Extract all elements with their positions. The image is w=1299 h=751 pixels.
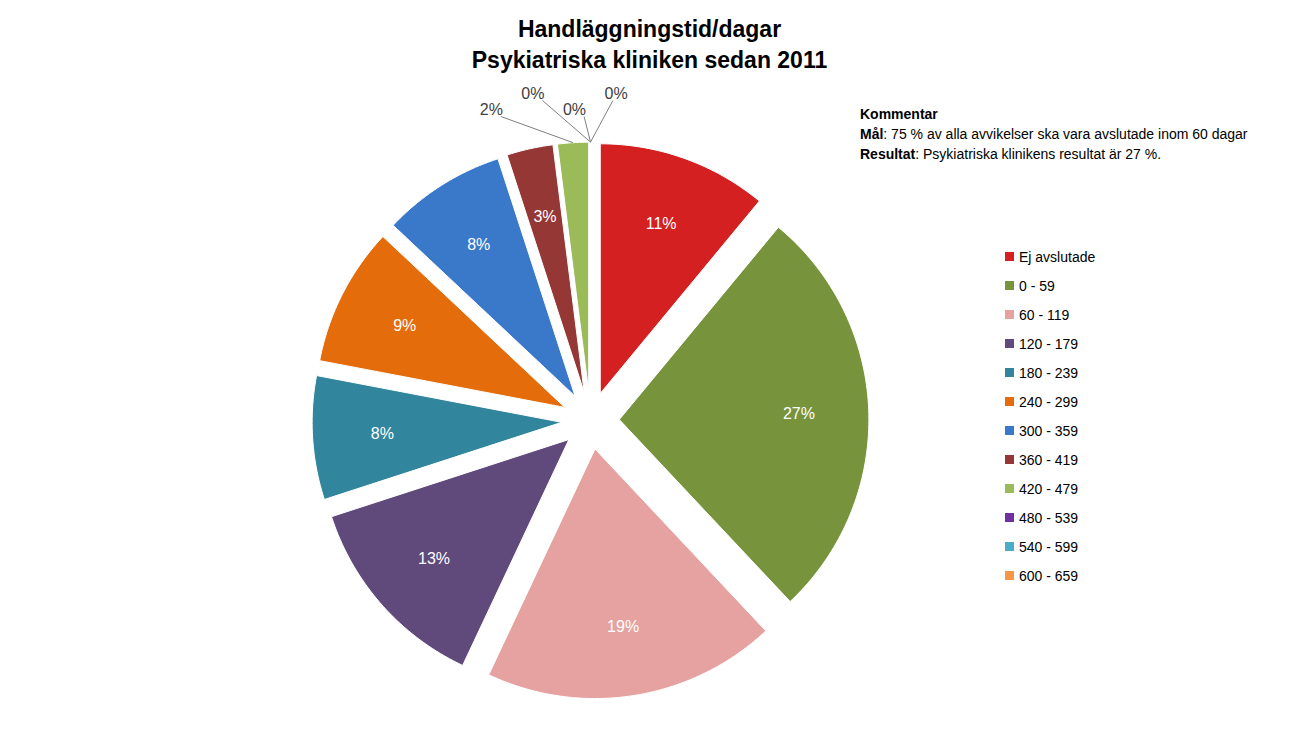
svg-text:0%: 0% xyxy=(563,101,586,118)
svg-text:2%: 2% xyxy=(480,101,503,118)
html-text:300 - 359: 300 - 359 xyxy=(1019,422,1079,439)
html-text:Psykiatriska kliniken sedan 20: Psykiatriska kliniken sedan 2011 xyxy=(471,47,828,73)
html-text:180 - 239: 180 - 239 xyxy=(1019,364,1079,381)
svg-text:19%: 19% xyxy=(607,618,639,635)
svg-text:0%: 0% xyxy=(521,85,544,102)
html-text:0 - 59: 0 - 59 xyxy=(1019,277,1055,294)
svg-text:11%: 11% xyxy=(646,215,677,232)
html-text:Kommentar: Kommentar xyxy=(860,106,938,122)
html-text:240 - 299: 240 - 299 xyxy=(1019,393,1079,410)
svg-text:27%: 27% xyxy=(783,405,815,422)
svg-text:0%: 0% xyxy=(605,85,628,102)
svg-text:8%: 8% xyxy=(467,236,490,253)
html-text:600 - 659: 600 - 659 xyxy=(1019,567,1079,584)
html-text:360 - 419: 360 - 419 xyxy=(1019,451,1079,468)
html-text:Mål: 75 % av alla avvikelser s: Mål: 75 % av alla avvikelser ska vara av… xyxy=(860,126,1248,142)
html-text:480 - 539: 480 - 539 xyxy=(1019,509,1079,526)
html-text:540 - 599: 540 - 599 xyxy=(1019,538,1079,555)
html-text:120 - 179: 120 - 179 xyxy=(1019,335,1079,352)
svg-text:8%: 8% xyxy=(371,425,394,442)
html-text:Ej avslutade: Ej avslutade xyxy=(1019,248,1096,265)
svg-text:9%: 9% xyxy=(393,317,416,334)
svg-text:3%: 3% xyxy=(533,208,556,225)
html-text:420 - 479: 420 - 479 xyxy=(1019,480,1079,497)
html-text:Resultat: Psykiatriska klinike: Resultat: Psykiatriska klinikens resulta… xyxy=(860,146,1162,162)
svg-text:13%: 13% xyxy=(418,550,450,567)
html-text:Handläggningstid/dagar: Handläggningstid/dagar xyxy=(517,16,782,42)
html-text:60 - 119: 60 - 119 xyxy=(1019,306,1070,323)
